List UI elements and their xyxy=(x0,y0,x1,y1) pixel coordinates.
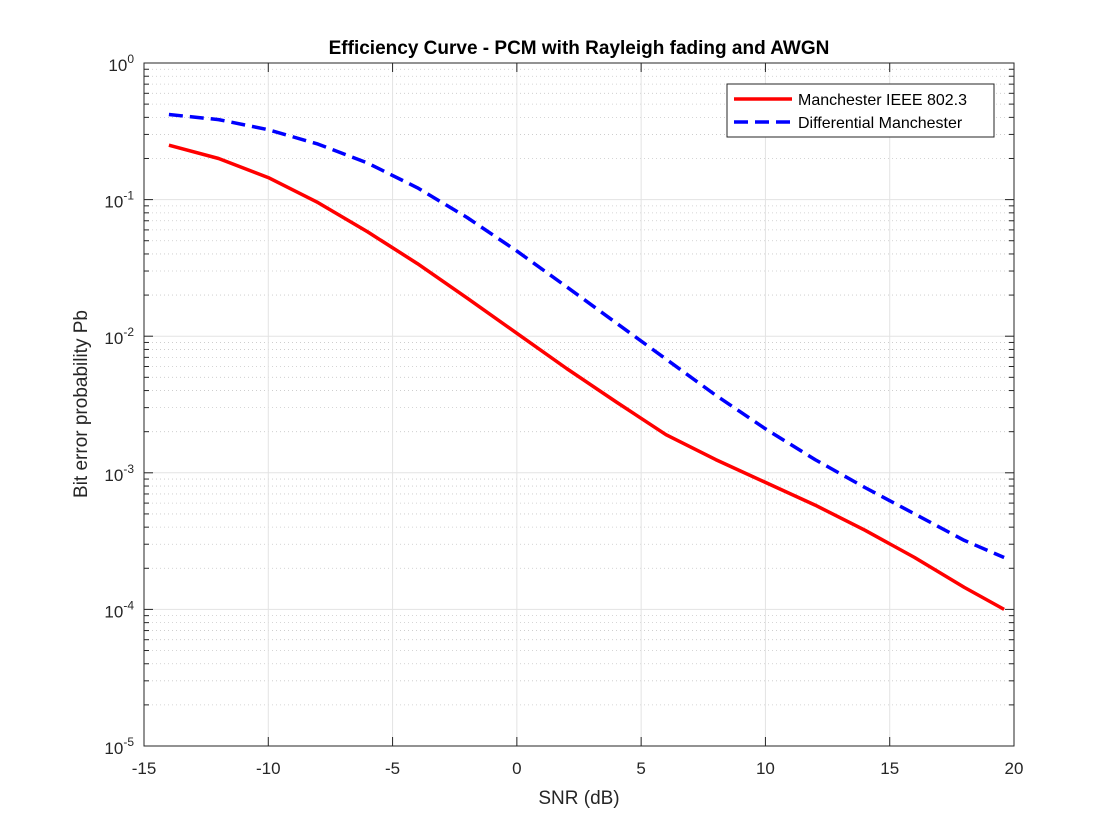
legend-label-differential: Differential Manchester xyxy=(798,115,963,132)
x-tick-labels: -15 -10 -5 0 5 10 15 20 xyxy=(132,759,1024,778)
y-tick-labels: 10-5 10-4 10-3 10-2 10-1 100 xyxy=(104,52,134,758)
y-tick-label: 10-5 xyxy=(104,735,134,758)
x-tick-label: -15 xyxy=(132,759,157,778)
x-tick-label: 0 xyxy=(512,759,521,778)
legend-box xyxy=(726,83,995,138)
series-line-1 xyxy=(168,112,1005,560)
x-tick-label: 15 xyxy=(880,759,899,778)
chart-title: Efficiency Curve - PCM with Rayleigh fad… xyxy=(329,38,830,59)
y-tick-label: 10-4 xyxy=(104,598,134,621)
y-tick-label: 10-1 xyxy=(104,189,134,212)
y-tick-label: 10-3 xyxy=(104,462,134,485)
y-tick-label: 100 xyxy=(108,52,134,75)
plot-area xyxy=(144,63,1014,746)
legend: Manchester IEEE 802.3 Differential Manch… xyxy=(726,83,995,138)
y-tick-label: 10-2 xyxy=(104,325,134,348)
x-tick-label: 5 xyxy=(636,759,645,778)
x-tick-label: 10 xyxy=(756,759,775,778)
x-tick-label: 20 xyxy=(1005,759,1024,778)
x-tick-label: -5 xyxy=(385,759,400,778)
axis-ticks xyxy=(143,62,1015,747)
x-axis-label: SNR (dB) xyxy=(538,788,619,809)
series-line-0 xyxy=(168,143,1005,611)
series-layer xyxy=(168,112,1005,611)
y-axis-label: Bit error probability Pb xyxy=(71,310,92,498)
plot-frame xyxy=(143,62,1015,747)
x-tick-label: -10 xyxy=(256,759,281,778)
legend-label-manchester: Manchester IEEE 802.3 xyxy=(798,92,967,109)
